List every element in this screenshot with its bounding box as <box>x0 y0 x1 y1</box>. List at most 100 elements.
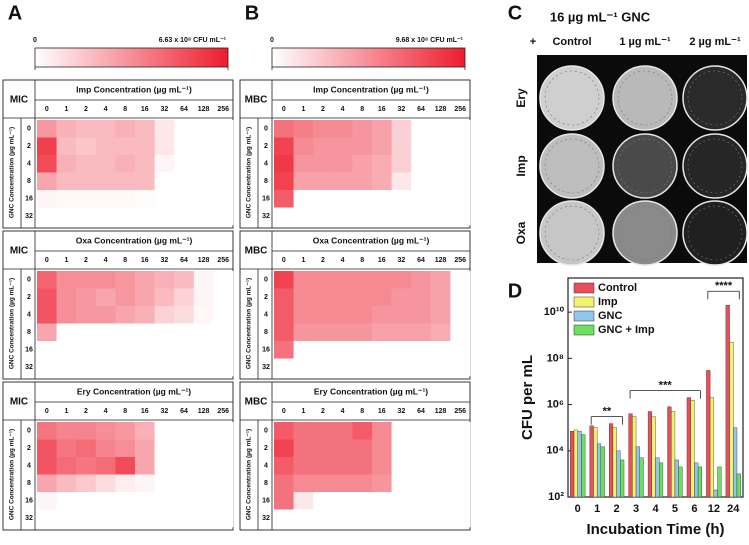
bar <box>717 466 722 498</box>
heatmap-cell <box>174 120 195 138</box>
heatmap-cell <box>372 439 392 458</box>
heatmap-cell <box>391 323 412 342</box>
heatmap-cell <box>293 341 314 359</box>
heatmap-cell <box>193 422 214 440</box>
heatmap-cell <box>37 323 57 342</box>
heatmap-cell <box>391 271 412 289</box>
heatmap-cell <box>56 137 77 156</box>
heatmap-cell <box>135 288 155 307</box>
heatmap-cell <box>372 509 392 528</box>
heatmap-cell <box>332 422 353 440</box>
bar <box>706 370 711 498</box>
heatmap-cell <box>154 422 175 440</box>
heatmap-cell <box>313 358 334 377</box>
heatmap-cell <box>430 271 451 289</box>
heatmap-cell <box>37 358 57 377</box>
heatmap-cell <box>352 137 373 156</box>
photo-column-label: 2 µg mL⁻¹ <box>689 36 741 48</box>
heatmap-cell <box>352 422 373 440</box>
heatmap-cell <box>76 422 97 440</box>
heatmap-cell <box>76 341 97 359</box>
heatmap-cell <box>411 155 432 173</box>
heatmap-cell <box>95 306 116 324</box>
heatmap-cell <box>313 474 334 493</box>
heatmap-cell <box>174 323 195 342</box>
heatmap-cell <box>37 120 57 138</box>
grid-title: Ery Concentration (µg mL⁻¹) <box>77 386 191 396</box>
heatmap-cell <box>193 341 214 359</box>
heatmap-cell <box>450 439 471 458</box>
heatmap-cell <box>430 439 451 458</box>
heatmap-cell <box>135 271 155 289</box>
row-label: MBC <box>245 246 268 257</box>
heatmap-cell <box>37 288 57 307</box>
column-label: 1 <box>64 106 68 113</box>
heatmap-cell <box>76 207 97 226</box>
grid-title: Imp Concentration (µg mL⁻¹) <box>76 84 192 94</box>
heatmap-cell <box>450 288 471 307</box>
agar-plate <box>682 133 748 199</box>
heatmap-cell <box>174 207 195 226</box>
heatmap-cell <box>115 155 136 173</box>
heatmap-cell <box>411 323 432 342</box>
heatmap-cell <box>450 492 471 510</box>
heatmap-cell <box>372 323 392 342</box>
heatmap-cell <box>274 271 294 289</box>
column-label: 256 <box>217 106 229 113</box>
heatmap-cell <box>115 120 136 138</box>
y-axis-title: GNC Concentration (µg mL⁻¹) <box>246 429 253 520</box>
photo-title: 16 µg mL⁻¹ GNC <box>550 9 651 24</box>
significance-label: ** <box>603 406 612 418</box>
bar <box>635 446 640 498</box>
heatmap-cell <box>193 509 214 528</box>
heatmap-cell <box>411 474 432 493</box>
column-label: 8 <box>360 408 364 415</box>
row-tick-label: 0 <box>27 428 31 435</box>
agar-plate-inner <box>617 138 673 194</box>
row-tick-label: 4 <box>27 161 31 168</box>
agar-plate <box>682 200 748 266</box>
panel-letter: D <box>508 280 522 302</box>
column-label: 32 <box>398 408 406 415</box>
heatmap-cell <box>213 120 234 138</box>
heatmap-cell <box>391 358 412 377</box>
heatmap-cell <box>274 323 294 342</box>
heatmap-cell <box>213 137 234 156</box>
heatmap-cell <box>411 439 432 458</box>
column-label: 32 <box>398 106 406 113</box>
heatmap-cell <box>95 323 116 342</box>
heatmap-cell <box>174 457 195 475</box>
heatmap-cell <box>274 190 294 208</box>
photo-column-label: + <box>530 36 536 48</box>
bar <box>616 450 621 498</box>
heatmap-cell <box>154 190 175 208</box>
legend-swatch <box>573 310 595 322</box>
heatmap-cell <box>352 492 373 510</box>
heatmap-cell <box>450 422 471 440</box>
legend-swatch <box>573 296 595 308</box>
heatmap-cell <box>372 137 392 156</box>
bar <box>628 413 633 498</box>
heatmap-cell <box>154 120 175 138</box>
heatmap-cell <box>411 306 432 324</box>
column-label: 4 <box>341 106 345 113</box>
column-label: 1 <box>64 408 68 415</box>
heatmap-cell <box>372 492 392 510</box>
column-label: 16 <box>378 106 386 113</box>
heatmap-cell <box>430 288 451 307</box>
heatmap-cell <box>274 509 294 528</box>
colorbar <box>271 47 466 68</box>
bar <box>667 406 672 498</box>
panel-letter: A <box>8 2 22 24</box>
heatmap-cell <box>411 422 432 440</box>
heatmap-cell <box>430 474 451 493</box>
y-axis-title: GNC Concentration (µg mL⁻¹) <box>9 127 16 218</box>
heatmap-cell <box>213 207 234 226</box>
heatmap-cell <box>391 474 412 493</box>
heatmap-cell <box>135 422 155 440</box>
heatmap-cell <box>95 422 116 440</box>
heatmap-cell <box>76 509 97 528</box>
heatmap-cell <box>193 137 214 156</box>
heatmap-cell <box>430 190 451 208</box>
